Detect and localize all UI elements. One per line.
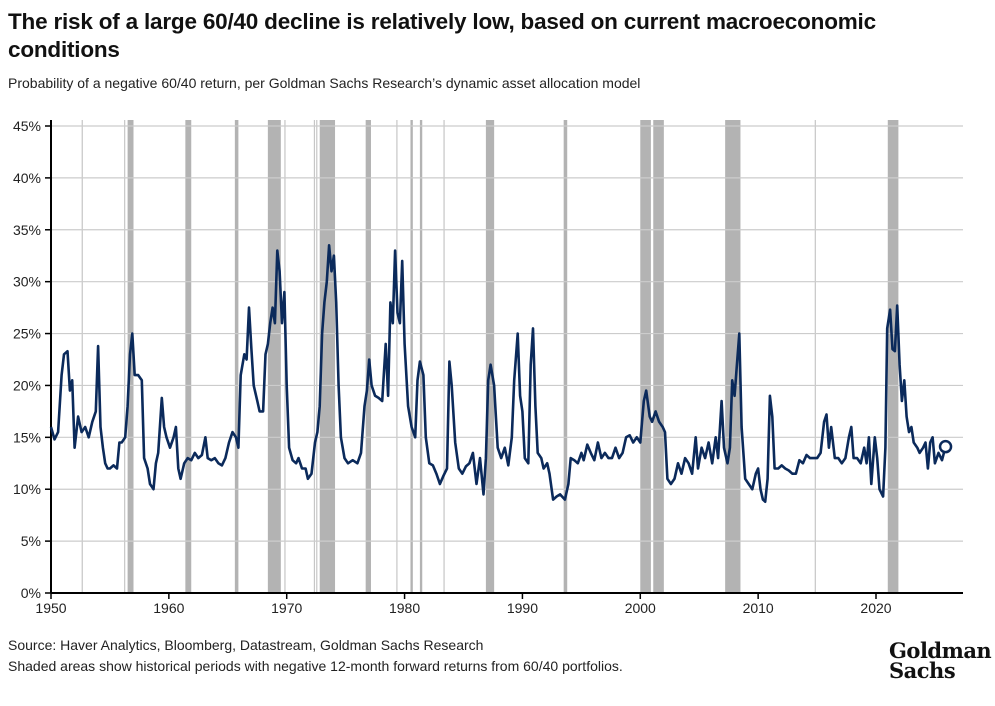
y-tick-label: 0% (21, 585, 41, 601)
shaded-period (234, 120, 239, 593)
y-tick-label: 5% (21, 533, 41, 549)
y-tick-label: 45% (13, 118, 41, 134)
shaded-period (563, 120, 568, 593)
y-tick-label: 35% (13, 222, 41, 238)
x-tick-label: 1990 (507, 600, 538, 616)
x-tick-label: 1950 (35, 600, 66, 616)
y-tick-label: 40% (13, 170, 41, 186)
shaded-period (81, 120, 83, 593)
shaded-period (319, 120, 336, 593)
shading-note: Shaded areas show historical periods wit… (8, 658, 623, 674)
shaded-period (313, 120, 316, 593)
x-tick-label: 1970 (271, 600, 302, 616)
shaded-period (419, 120, 423, 593)
x-tick-label: 2020 (860, 600, 891, 616)
shaded-period (410, 120, 413, 593)
latest-value-marker (938, 439, 953, 454)
x-tick-label: 1960 (153, 600, 184, 616)
shaded-period (365, 120, 371, 593)
shaded-periods (81, 120, 899, 593)
logo-line-2: Sachs (889, 658, 956, 683)
series-layer (49, 244, 953, 503)
x-tick-label: 2000 (625, 600, 656, 616)
y-tick-label: 20% (13, 377, 41, 393)
x-tick-label: 1980 (389, 600, 420, 616)
source-note: Source: Haver Analytics, Bloomberg, Data… (8, 637, 484, 653)
series-line (49, 244, 947, 503)
chart-title: The risk of a large 60/40 decline is rel… (8, 9, 876, 62)
shaded-period (185, 120, 192, 593)
shaded-period (124, 120, 126, 593)
goldman-sachs-logo: Goldman Sachs (889, 638, 992, 683)
shaded-period (725, 120, 741, 593)
y-tick-label: 25% (13, 326, 41, 342)
x-tick-label: 2010 (743, 600, 774, 616)
gridlines (51, 125, 963, 542)
y-tick-label: 15% (13, 429, 41, 445)
shaded-period (443, 120, 445, 593)
x-axis: 1950 1960 1970 1980 1990 2000 2010 2020 (35, 592, 963, 616)
shaded-period (267, 120, 281, 593)
y-tick-label: 30% (13, 274, 41, 290)
y-axis: 0% 5% 10% 15% 20% 25% 30% 35% 40% 45% (13, 118, 52, 601)
y-tick-label: 10% (13, 481, 41, 497)
shaded-period (396, 120, 398, 593)
shaded-period (485, 120, 495, 593)
shaded-period (316, 120, 318, 593)
chart-subtitle: Probability of a negative 60/40 return, … (8, 75, 641, 91)
shaded-period (640, 120, 651, 593)
shaded-period (887, 120, 899, 593)
logo-line-1: Goldman (889, 638, 992, 663)
shaded-period (653, 120, 664, 593)
shaded-period (814, 120, 816, 593)
